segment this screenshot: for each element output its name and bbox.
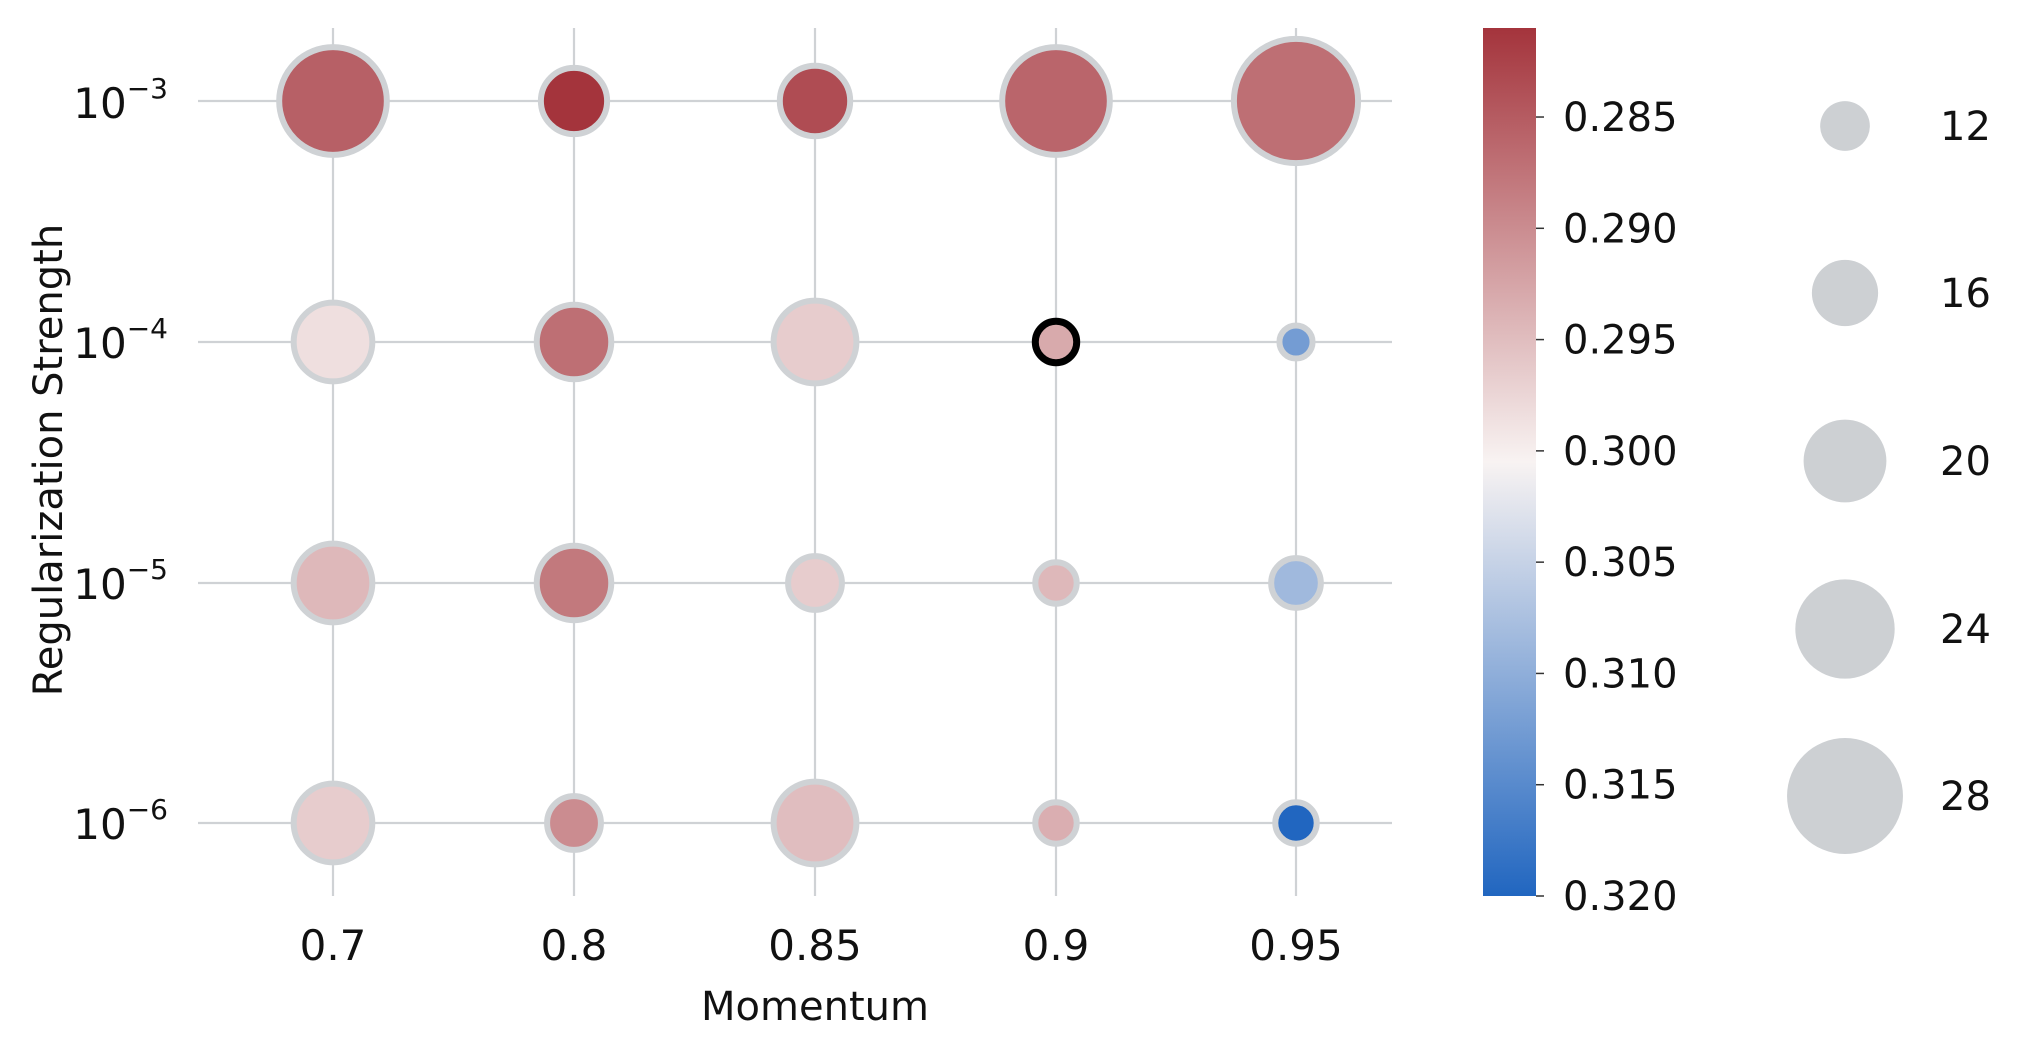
grid-lines <box>198 28 1392 896</box>
data-point <box>1268 555 1324 611</box>
data-point <box>290 299 376 385</box>
x-tick-label: 0.85 <box>768 921 862 970</box>
data-point-highlighted <box>1031 317 1081 367</box>
data-point <box>999 44 1113 158</box>
size-legend-marker <box>1795 579 1895 679</box>
x-tick-label: 0.9 <box>1023 921 1090 970</box>
y-axis-ticks: 10−3 10−4 10−5 10−6 <box>73 72 168 849</box>
data-point <box>1276 322 1316 362</box>
size-legend-label: 12 <box>1940 104 1991 150</box>
data-point <box>544 793 604 853</box>
x-tick-label: 0.8 <box>541 921 608 970</box>
data-points <box>276 35 1362 868</box>
data-point <box>770 297 860 387</box>
size-legend-marker <box>1787 738 1903 854</box>
size-legend: 12 16 20 24 28 <box>1787 101 1991 854</box>
size-legend-label: 28 <box>1940 774 1991 820</box>
colorbar-tick-label: 0.300 <box>1563 429 1678 475</box>
colorbar-tick-label: 0.320 <box>1563 874 1678 920</box>
data-point <box>533 542 615 624</box>
x-axis-ticks: 0.7 0.8 0.85 0.9 0.95 <box>300 921 1343 970</box>
data-point <box>290 780 376 866</box>
data-point <box>1272 799 1320 847</box>
size-legend-marker <box>1811 259 1879 327</box>
size-legend-marker <box>1820 101 1870 151</box>
size-legend-label: 20 <box>1940 439 1991 485</box>
data-point <box>776 62 854 140</box>
y-tick-label: 10−5 <box>73 553 168 609</box>
colorbar-tick-label: 0.310 <box>1563 651 1678 697</box>
data-point <box>276 44 390 158</box>
data-point <box>1032 559 1080 607</box>
x-tick-label: 0.7 <box>300 921 367 970</box>
data-point <box>1032 799 1080 847</box>
data-point <box>770 778 860 868</box>
data-point <box>1230 35 1362 167</box>
size-legend-label: 24 <box>1940 607 1991 653</box>
colorbar-tick-label: 0.290 <box>1563 206 1678 252</box>
x-tick-label: 0.95 <box>1249 921 1343 970</box>
data-point <box>785 553 845 613</box>
data-point <box>537 64 611 138</box>
size-legend-label: 16 <box>1940 271 1991 317</box>
x-axis-title: Momentum <box>701 984 929 1030</box>
colorbar-tick-label: 0.305 <box>1563 540 1678 586</box>
y-tick-label: 10−6 <box>73 793 168 849</box>
colorbar <box>1483 28 1536 896</box>
y-tick-label: 10−3 <box>73 72 168 128</box>
data-point <box>290 540 376 626</box>
y-axis-title: Regularization Strength <box>26 224 72 696</box>
size-legend-marker <box>1803 419 1887 503</box>
colorbar-tick-label: 0.315 <box>1563 763 1678 809</box>
data-point <box>533 301 615 383</box>
colorbar-tick-label: 0.295 <box>1563 318 1678 364</box>
colorbar-tick-label: 0.285 <box>1563 95 1678 141</box>
colorbar-ticks: 0.285 0.290 0.295 0.300 0.305 0.310 0.315 0.320 <box>1536 95 1678 920</box>
y-tick-label: 10−4 <box>73 312 168 368</box>
